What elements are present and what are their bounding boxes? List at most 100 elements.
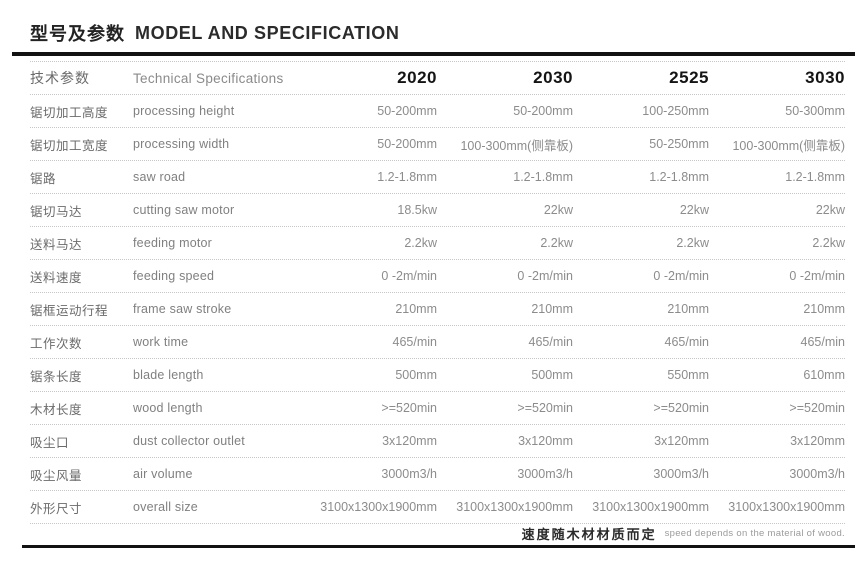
cell-value: 100-300mm(侧靠板) [460, 138, 573, 153]
header-label-en: Technical Specifications [133, 70, 284, 86]
cell-value: 3000m3/h [381, 467, 437, 481]
cell-value: 2.2kw [404, 236, 437, 250]
page-title: 型号及参数 MODEL AND SPECIFICATION [0, 0, 868, 52]
table-row: 锯切加工宽度 processing width 50-200mm 100-300… [30, 128, 845, 161]
cell-value: 1.2-1.8mm [377, 170, 437, 184]
cell-value: >=520min [789, 401, 845, 415]
cell-value: 2.2kw [812, 236, 845, 250]
cell-value: 3000m3/h [517, 467, 573, 481]
table-row: 外形尺寸 overall size 3100x1300x1900mm 3100x… [30, 491, 845, 524]
cell-value: 210mm [531, 302, 573, 316]
cell-value: 50-200mm [513, 104, 573, 118]
row-label-cn: 锯条长度 [30, 369, 83, 384]
row-label-cn: 锯路 [30, 171, 57, 186]
cell-value: 22kw [679, 203, 709, 217]
cell-value: 0 -2m/min [789, 269, 845, 283]
row-label-en: feeding motor [133, 236, 213, 250]
cell-value: 50-200mm [377, 104, 437, 118]
spec-table: 技术参数 Technical Specifications 2020 2030 … [30, 61, 845, 524]
cell-value: 22kw [543, 203, 573, 217]
cell-value: 3100x1300x1900mm [592, 500, 709, 514]
row-label-cn: 木材长度 [30, 402, 83, 417]
cell-value: >=520min [381, 401, 437, 415]
cell-value: 3x120mm [790, 434, 845, 448]
cell-value: 1.2-1.8mm [649, 170, 709, 184]
row-label-en: processing height [133, 104, 235, 118]
cell-value: 0 -2m/min [381, 269, 437, 283]
cell-value: 3x120mm [654, 434, 709, 448]
cell-value: 465/min [528, 335, 573, 349]
cell-value: 465/min [664, 335, 709, 349]
row-label-cn: 锯切加工宽度 [30, 138, 109, 153]
table-row: 锯路 saw road 1.2-1.8mm 1.2-1.8mm 1.2-1.8m… [30, 161, 845, 194]
cell-value: 50-200mm [377, 137, 437, 151]
row-label-en: overall size [133, 500, 198, 514]
cell-value: 0 -2m/min [653, 269, 709, 283]
cell-value: 3100x1300x1900mm [320, 500, 437, 514]
model-column-header-2020: 2020 [397, 68, 437, 87]
spec-table-body: 锯切加工高度 processing height 50-200mm 50-200… [30, 95, 845, 524]
bottom-rule [22, 545, 855, 548]
table-header-row: 技术参数 Technical Specifications 2020 2030 … [30, 62, 845, 95]
cell-value: 3100x1300x1900mm [728, 500, 845, 514]
header-label-cn: 技术参数 [30, 70, 90, 86]
row-label-cn: 外形尺寸 [30, 501, 83, 516]
footer-note-en: speed depends on the material of wood. [664, 528, 845, 539]
top-rule [12, 52, 855, 56]
cell-value: 210mm [667, 302, 709, 316]
row-label-cn: 锯框运动行程 [30, 303, 109, 318]
model-column-header-2030: 2030 [533, 68, 573, 87]
table-row: 吸尘口 dust collector outlet 3x120mm 3x120m… [30, 425, 845, 458]
cell-value: 210mm [803, 302, 845, 316]
cell-value: 2.2kw [540, 236, 573, 250]
row-label-en: air volume [133, 467, 193, 481]
row-label-cn: 吸尘风量 [30, 468, 83, 483]
cell-value: >=520min [653, 401, 709, 415]
cell-value: 3000m3/h [653, 467, 709, 481]
table-row: 送料速度 feeding speed 0 -2m/min 0 -2m/min 0… [30, 260, 845, 293]
table-row: 吸尘风量 air volume 3000m3/h 3000m3/h 3000m3… [30, 458, 845, 491]
row-label-cn: 送料速度 [30, 270, 83, 285]
row-label-cn: 锯切加工高度 [30, 105, 109, 120]
cell-value: 465/min [800, 335, 845, 349]
row-label-cn: 锯切马达 [30, 204, 83, 219]
row-label-en: cutting saw motor [133, 203, 235, 217]
cell-value: 610mm [803, 368, 845, 382]
row-label-en: work time [133, 335, 189, 349]
cell-value: 1.2-1.8mm [785, 170, 845, 184]
table-row: 锯条长度 blade length 500mm 500mm 550mm 610m… [30, 359, 845, 392]
cell-value: 100-250mm [642, 104, 709, 118]
page-title-cn: 型号及参数 [30, 24, 125, 44]
row-label-en: feeding speed [133, 269, 215, 283]
table-row: 锯切马达 cutting saw motor 18.5kw 22kw 22kw … [30, 194, 845, 227]
cell-value: 3100x1300x1900mm [456, 500, 573, 514]
table-row: 木材长度 wood length >=520min >=520min >=520… [30, 392, 845, 425]
table-row: 送料马达 feeding motor 2.2kw 2.2kw 2.2kw 2.2… [30, 227, 845, 260]
row-label-en: dust collector outlet [133, 434, 245, 448]
model-column-header-3030: 3030 [805, 68, 845, 87]
row-label-en: processing width [133, 137, 230, 151]
row-label-en: saw road [133, 170, 186, 184]
row-label-cn: 吸尘口 [30, 435, 70, 450]
cell-value: 100-300mm(侧靠板) [732, 138, 845, 153]
cell-value: 50-250mm [649, 137, 709, 151]
cell-value: 2.2kw [676, 236, 709, 250]
cell-value: 22kw [815, 203, 845, 217]
cell-value: 50-300mm [785, 104, 845, 118]
cell-value: 3x120mm [518, 434, 573, 448]
row-label-en: frame saw stroke [133, 302, 232, 316]
cell-value: 210mm [395, 302, 437, 316]
cell-value: 1.2-1.8mm [513, 170, 573, 184]
cell-value: 0 -2m/min [517, 269, 573, 283]
cell-value: 500mm [531, 368, 573, 382]
table-row: 锯切加工高度 processing height 50-200mm 50-200… [30, 95, 845, 128]
footer-note: 速度随木材材质而定 speed depends on the material … [30, 524, 845, 543]
cell-value: 465/min [392, 335, 437, 349]
row-label-cn: 送料马达 [30, 237, 83, 252]
cell-value: 550mm [667, 368, 709, 382]
row-label-en: wood length [133, 401, 203, 415]
row-label-cn: 工作次数 [30, 336, 83, 351]
cell-value: 18.5kw [397, 203, 437, 217]
cell-value: 3x120mm [382, 434, 437, 448]
